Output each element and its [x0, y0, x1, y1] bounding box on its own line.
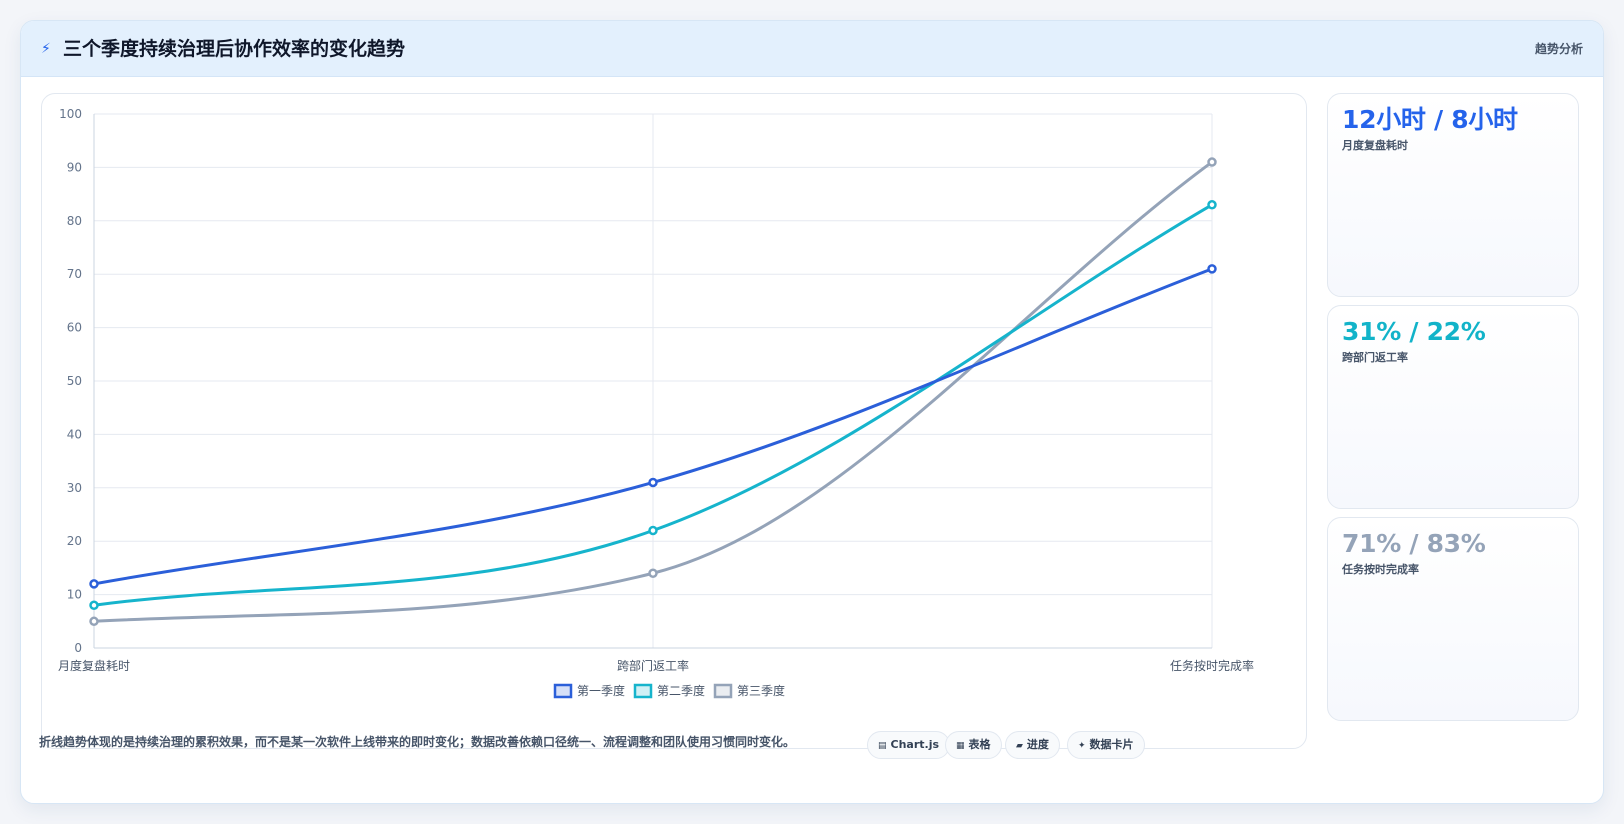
- data-point: [648, 477, 658, 488]
- stat-card-rework-rate: 31% / 22% 跨部门返工率: [1327, 305, 1579, 509]
- data-point: [89, 616, 99, 627]
- stat-value: 31% / 22%: [1342, 317, 1486, 346]
- stat-label: 任务按时完成率: [1342, 563, 1419, 576]
- pill-label: 数据卡片: [1089, 738, 1134, 751]
- line-chart: 0 10 20 30 40 50 60 70 80 90 100 月度复盘耗时 跨部门返工率 任务按时完成…: [58, 107, 1254, 699]
- trend-analysis-tag: 趋势分析: [1534, 42, 1583, 56]
- stat-label: 跨部门返工率: [1342, 351, 1408, 364]
- table-pill[interactable]: ▦ 表格: [945, 731, 1002, 759]
- y-tick-label: 20: [67, 534, 82, 548]
- stat-value: 12小时 / 8小时: [1342, 105, 1518, 134]
- pill-label: Chart.js: [890, 738, 940, 751]
- data-point: [648, 525, 658, 536]
- y-tick-label: 10: [67, 588, 82, 602]
- legend-swatch: [553, 683, 573, 699]
- series-line: [92, 160, 1214, 623]
- data-point: [89, 600, 99, 611]
- data-point: [1207, 157, 1217, 167]
- lightning-icon: ⚡: [41, 41, 51, 57]
- data-point: [648, 568, 658, 578]
- x-tick-label: 月度复盘耗时: [58, 658, 130, 673]
- stat-label: 月度复盘耗时: [1342, 139, 1408, 152]
- data-point: [1207, 264, 1217, 274]
- progress-pill[interactable]: ▰ 进度: [1005, 731, 1060, 759]
- chart-panel: 0 10 20 30 40 50 60 70 80 90 100 月度复盘耗时 跨部门返工率 任务按时完成…: [41, 93, 1307, 749]
- y-tick-label: 70: [67, 267, 82, 281]
- y-tick-label: 60: [67, 321, 82, 335]
- y-tick-label: 90: [67, 160, 82, 174]
- x-tick-label: 任务按时完成率: [1170, 658, 1254, 673]
- y-tick-label: 40: [67, 427, 82, 441]
- page-title: 三个季度持续治理后协作效率的变化趋势: [63, 38, 406, 60]
- chart-card: ⚡ 三个季度持续治理后协作效率的变化趋势 趋势分析 0 10 20 30 40 50 60 7…: [20, 20, 1604, 804]
- data-point: [1207, 200, 1217, 210]
- card-header: ⚡ 三个季度持续治理后协作效率的变化趋势 趋势分析: [21, 21, 1603, 77]
- progress-icon: ▰: [1016, 741, 1023, 751]
- stat-card-ontime-rate: 71% / 83% 任务按时完成率: [1327, 517, 1579, 721]
- y-tick-label: 0: [74, 641, 82, 655]
- data-card-pill[interactable]: ✦ 数据卡片: [1067, 731, 1145, 759]
- legend-label: 第二季度: [657, 683, 705, 698]
- legend-label: 第一季度: [577, 683, 625, 698]
- stat-card-review-time: 12小时 / 8小时 月度复盘耗时: [1327, 93, 1579, 297]
- y-tick-label: 50: [67, 374, 82, 388]
- pill-label: 进度: [1026, 738, 1049, 751]
- y-tick-label: 100: [59, 107, 82, 121]
- chart-icon: ▤: [878, 741, 887, 751]
- y-tick-label: 30: [67, 481, 82, 495]
- pill-label: 表格: [968, 738, 991, 751]
- legend-label: 第三季度: [737, 683, 785, 698]
- legend-swatch: [633, 683, 653, 699]
- data-point: [89, 579, 99, 589]
- x-tick-label: 跨部门返工率: [617, 658, 689, 673]
- y-tick-label: 80: [67, 214, 82, 228]
- chartjs-pill[interactable]: ▤ Chart.js: [867, 731, 951, 759]
- table-icon: ▦: [956, 741, 965, 751]
- stat-value: 71% / 83%: [1342, 529, 1486, 558]
- footer-note: 折线趋势体现的是持续治理的累积效果，而不是某一次软件上线带来的即时变化；数据改善…: [39, 735, 796, 749]
- sparkle-icon: ✦: [1078, 741, 1086, 751]
- legend-swatch: [713, 683, 733, 699]
